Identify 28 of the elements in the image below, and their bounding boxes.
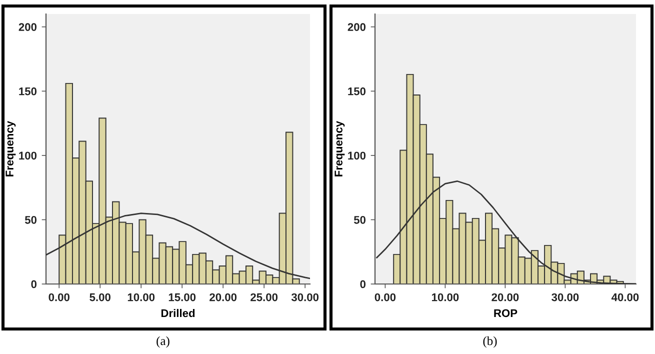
x-tick-label: 0.00 — [48, 293, 70, 302]
x-tick-label: 30.00 — [291, 293, 319, 302]
y-tick-label: 200 — [18, 23, 37, 31]
x-tick-label: 10.00 — [128, 293, 155, 302]
x-tick-label: 25.00 — [250, 293, 278, 302]
y-tick-label: 150 — [348, 87, 366, 96]
x-tick-label: 10.00 — [432, 293, 459, 302]
text: (b) — [483, 336, 497, 348]
y-tick-label: 100 — [348, 152, 366, 160]
x-tick-label: 5.00 — [90, 293, 110, 302]
y-tick-label: 0 — [360, 280, 366, 288]
x-tick-label: 20.00 — [210, 293, 237, 302]
y-tick-label: 100 — [19, 152, 37, 160]
x-axis-title: Drilled — [161, 308, 195, 318]
y-axis-title: Frequency — [6, 120, 16, 176]
y-tick-label: 50 — [24, 216, 37, 224]
y-tick-label: 0 — [31, 280, 37, 288]
x-tick-label: 0.00 — [374, 293, 396, 302]
y-tick-label: 200 — [348, 23, 366, 31]
y-tick-label: 150 — [19, 87, 37, 96]
x-tick-label: 40.00 — [611, 293, 639, 302]
x-tick-label: 20.00 — [492, 293, 519, 302]
x-axis-title: ROP — [494, 309, 518, 318]
y-axis-title: Frequency — [334, 120, 345, 176]
x-tick-label: 15.00 — [168, 293, 196, 302]
text: (a) — [156, 336, 170, 348]
y-tick-label: 50 — [354, 216, 366, 224]
x-tick-label: 30.00 — [552, 293, 579, 302]
